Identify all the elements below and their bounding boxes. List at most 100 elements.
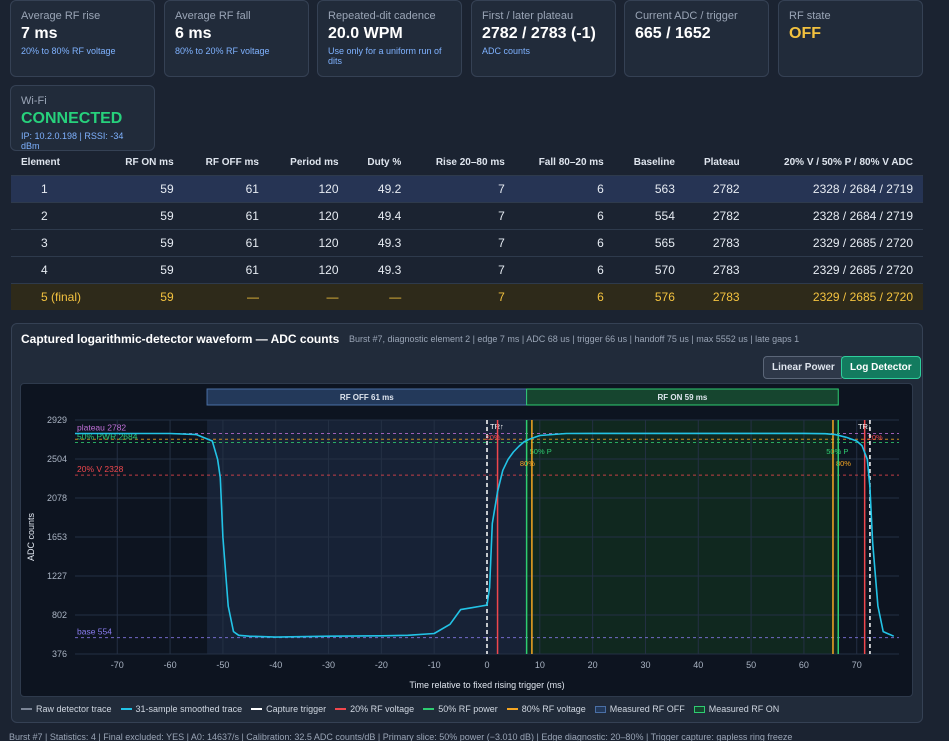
x-tick-label: 20 — [588, 660, 598, 670]
table-row[interactable]: 2 59 61 120 49.4 7 6 554 2782 2328 / 2684 / 2719 — [11, 201, 923, 229]
stat-card-rise: Average RF rise 7 ms 20% to 80% RF volta… — [10, 0, 155, 77]
rf-off-segment-label: RF OFF 61 ms — [340, 393, 394, 402]
legend-label: Capture trigger — [266, 704, 327, 714]
y-tick-label: 1227 — [47, 571, 67, 581]
marker-label-v20-rise: 20% — [486, 433, 501, 442]
table-row[interactable]: 1 59 61 120 49.2 7 6 563 2782 2328 / 2684 / 2719 — [11, 174, 923, 202]
legend-item: Measured RF ON — [693, 704, 780, 714]
marker-label-v80-fall: 80% — [836, 459, 851, 468]
ref-label-p50: 50% PWR 2684 — [77, 431, 138, 441]
table-cell: 2329 / 2685 / 2720 — [749, 255, 923, 283]
ref-label-plateau: plateau 2782 — [77, 422, 126, 432]
legend-label: 80% RF voltage — [521, 704, 586, 714]
column-header: Duty % — [367, 157, 402, 169]
table-cell: 7 — [411, 228, 515, 256]
column-header: Element — [21, 157, 60, 169]
card-label: First / later plateau — [482, 10, 574, 22]
x-axis-label: Time relative to fixed rising trigger (m… — [409, 680, 564, 690]
card-sub: ADC counts — [482, 46, 531, 56]
card-sub: 20% to 80% RF voltage — [21, 46, 116, 56]
table-cell: 2329 / 2685 / 2720 — [749, 282, 923, 310]
table-cell: 120 — [268, 255, 349, 283]
panel-meta: Burst #7, diagnostic element 2 | edge 7 … — [349, 334, 800, 344]
table-cell: 61 — [183, 255, 269, 283]
x-tick-label: 10 — [535, 660, 545, 670]
card-sub: 80% to 20% RF voltage — [175, 46, 270, 56]
table-row[interactable]: 5 (final) 59— — —7 6 576 2783 2329 / 2685 / 272… — [11, 282, 923, 310]
table-cell: 2329 / 2685 / 2720 — [749, 228, 923, 256]
table-cell: 61 — [183, 201, 269, 229]
stat-card-cadence: Repeated-dit cadence 20.0 WPM Use only f… — [317, 0, 462, 77]
status-footer: Burst #7 | Statistics: 4 | Final exclude… — [9, 732, 793, 741]
table-cell: 59 — [104, 174, 184, 202]
legend-label: Measured RF ON — [708, 704, 780, 714]
rf-on-segment-label: RF ON 59 ms — [658, 393, 708, 402]
y-tick-label: 1653 — [47, 532, 67, 542]
y-tick-label: 2078 — [47, 493, 67, 503]
column-header: 20% V / 50% P / 80% V ADC — [784, 157, 913, 169]
x-tick-label: 30 — [640, 660, 650, 670]
card-sub: Use only for a uniform run of dits — [328, 46, 442, 66]
column-header: Period ms — [290, 157, 339, 169]
table-cell: 7 — [411, 174, 515, 202]
table-cell: 2783 — [684, 282, 750, 310]
table-cell: 59 — [104, 201, 184, 229]
column-header: Fall 80–20 ms — [538, 157, 604, 169]
log-detector-button[interactable]: Log Detector — [841, 356, 921, 379]
legend-label: Raw detector trace — [36, 704, 112, 714]
linear-power-button[interactable]: Linear Power — [763, 356, 844, 379]
table-cell: 2783 — [684, 255, 750, 283]
card-value: 7 ms — [21, 25, 58, 42]
table-cell: — — [268, 282, 349, 310]
table-cell: 6 — [514, 282, 614, 310]
table-row[interactable]: 3 59 61 120 49.3 7 6 565 2783 2329 / 2685 / 2720 — [11, 228, 923, 256]
x-tick-label: -40 — [269, 660, 282, 670]
column-header: Rise 20–80 ms — [435, 157, 505, 169]
table-cell: 7 — [411, 255, 515, 283]
chart-legend: Raw detector trace 31-sample smoothed tr… — [21, 704, 779, 714]
table-cell: 576 — [613, 282, 685, 310]
x-tick-label: -60 — [164, 660, 177, 670]
stat-card-adc: Current ADC / trigger 665 / 1652 — [624, 0, 769, 77]
column-header: Baseline — [633, 157, 675, 169]
legend-item: 80% RF voltage — [506, 704, 586, 714]
card-sub: IP: 10.2.0.198 | RSSI: -34 dBm — [21, 131, 124, 151]
legend-item: 50% RF power — [423, 704, 498, 714]
x-tick-label: -50 — [216, 660, 229, 670]
x-tick-label: 60 — [799, 660, 809, 670]
table-cell: 49.3 — [348, 228, 412, 256]
legend-item: Capture trigger — [251, 704, 326, 714]
table-cell: 2783 — [684, 228, 750, 256]
y-tick-label: 2929 — [47, 415, 67, 425]
y-tick-label: 802 — [52, 610, 67, 620]
column-header: RF ON ms — [125, 157, 174, 169]
legend-item: Measured RF OFF — [594, 704, 685, 714]
marker-label-v80-rise: 80% — [520, 459, 535, 468]
table-row[interactable]: 4 59 61 120 49.3 7 6 570 2783 2329 / 2685 / 2720 — [11, 255, 923, 283]
wifi-status: CONNECTED — [21, 110, 123, 127]
legend-item: 20% RF voltage — [335, 704, 414, 714]
x-tick-label: -10 — [428, 660, 441, 670]
x-tick-label: -30 — [322, 660, 335, 670]
x-tick-label: -70 — [111, 660, 124, 670]
card-label: RF state — [789, 10, 831, 22]
table-cell: 1 — [11, 174, 105, 202]
table-cell: 2328 / 2684 / 2719 — [749, 174, 923, 202]
card-value: 20.0 WPM — [328, 25, 403, 42]
x-tick-label: 0 — [484, 660, 489, 670]
table-cell: 49.2 — [348, 174, 412, 202]
ref-label-v20: 20% V 2328 — [77, 464, 124, 474]
column-header: Plateau — [703, 157, 740, 169]
table-cell: 2328 / 2684 / 2719 — [749, 201, 923, 229]
table-cell: 61 — [183, 228, 269, 256]
rf-state-value: OFF — [789, 25, 821, 42]
y-tick-label: 376 — [52, 649, 67, 659]
ref-label-base: base 554 — [77, 627, 112, 637]
table-cell: 563 — [613, 174, 685, 202]
x-tick-label: 40 — [693, 660, 703, 670]
marker-label-v20-fall: 20% — [868, 433, 883, 442]
waveform-chart: 376 802 1227 1653 2078 2504 2929 -70 -60 -50 -40 -3… — [20, 383, 913, 697]
table-cell: 3 — [11, 228, 105, 256]
table-cell: — — [348, 282, 412, 310]
card-label: Average RF rise — [21, 10, 101, 22]
